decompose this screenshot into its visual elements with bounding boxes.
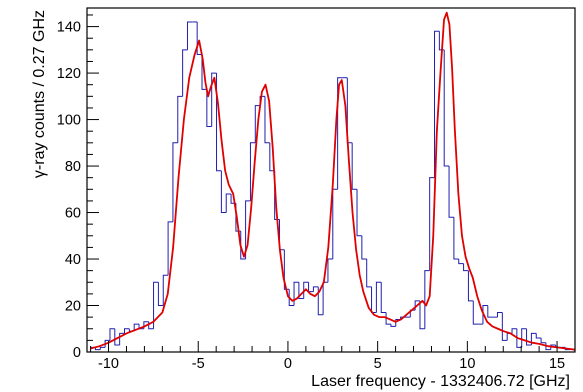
histogram-bin (424, 270, 430, 329)
histogram-bin (162, 274, 169, 306)
histogram-bin (109, 328, 115, 341)
histogram-bin (269, 142, 275, 172)
histogram-bin (443, 49, 450, 167)
histogram-bin (206, 89, 212, 128)
x-tick-label: -5 (192, 356, 205, 372)
histogram-bin (550, 344, 556, 350)
histogram-bin (186, 21, 193, 50)
histogram-bin (467, 270, 474, 302)
x-tick-label: 0 (284, 356, 292, 372)
histogram-bin (487, 305, 493, 318)
histogram-bin (283, 249, 290, 290)
histogram-bin (482, 305, 488, 325)
histogram-bin (496, 311, 503, 318)
histogram-bin (535, 333, 542, 339)
histogram-bin (249, 142, 256, 201)
histogram-bin (133, 323, 140, 332)
y-axis-title: γ-ray counts / 0.27 GHz (31, 10, 48, 178)
histogram-bin (216, 73, 222, 172)
histogram-bin (288, 289, 295, 307)
histogram-bin (211, 72, 217, 127)
histogram-bin (458, 259, 464, 265)
histogram-bin (245, 200, 251, 260)
histogram-bin (182, 49, 188, 97)
histogram-bin (254, 105, 261, 143)
histogram-bin (201, 54, 207, 90)
y-tick-label: 140 (57, 20, 81, 36)
histogram-bin (172, 142, 178, 222)
y-tick-label: 0 (73, 345, 81, 361)
histogram-bin (463, 263, 469, 272)
histogram-bin (453, 217, 459, 260)
histogram-bin (322, 281, 328, 315)
histogram-bin (337, 77, 343, 190)
histogram-bin (317, 286, 324, 316)
fit-curve (90, 11, 576, 351)
histogram-bin (327, 258, 333, 283)
histogram-bin (332, 188, 338, 260)
histogram-bin (409, 309, 416, 318)
histogram-bin (530, 332, 537, 346)
y-tick-label: 120 (57, 66, 81, 82)
histogram-bin (361, 235, 367, 260)
histogram-bin (375, 281, 382, 313)
histogram-bin (472, 300, 479, 325)
y-tick-label: 100 (57, 113, 81, 129)
y-tick-label: 60 (65, 206, 81, 222)
histogram-bin (371, 286, 377, 313)
histogram-bin (220, 170, 227, 214)
histogram-bin (99, 346, 106, 350)
y-tick-label: 40 (65, 252, 81, 268)
histogram-bin (429, 177, 435, 271)
histogram-bin (448, 166, 454, 218)
histogram-bin (196, 21, 203, 55)
histogram-bin (390, 324, 396, 327)
histogram-bin (366, 259, 372, 288)
histogram-bin (540, 338, 546, 344)
histogram-bin (167, 221, 173, 276)
histogram-bin (419, 300, 425, 330)
histogram-bin (501, 312, 508, 341)
x-tick-label: 15 (549, 356, 565, 372)
histogram-bin (123, 328, 130, 334)
histogram-bin (303, 281, 309, 299)
x-tick-label: 5 (374, 356, 382, 372)
y-tick-label: 80 (65, 159, 81, 175)
histogram-bin (511, 328, 517, 334)
histogram-bin (526, 328, 532, 346)
histogram-bin (312, 286, 319, 292)
x-tick-label: -10 (98, 356, 119, 372)
histogram-bin (225, 193, 232, 213)
histogram-bin (153, 281, 159, 329)
histogram-bin (521, 328, 527, 348)
histogram-bin (119, 332, 125, 346)
histogram-bin (380, 282, 387, 313)
histogram-bin (177, 95, 183, 143)
x-axis-title: Laser frequency - 1332406.72 [GHz] (311, 373, 570, 390)
histogram-bin (346, 77, 353, 144)
histogram-bin (240, 231, 246, 260)
histogram-bin (293, 281, 299, 306)
histogram-bin (516, 328, 522, 348)
histogram-bin (385, 312, 391, 325)
x-tick-label: 10 (459, 356, 475, 372)
histogram-bin (434, 30, 440, 178)
histogram-bin (308, 282, 314, 293)
plot-frame (86, 7, 576, 353)
histogram-bin (356, 189, 362, 237)
histogram-bin (351, 142, 358, 190)
histogram-bin (157, 282, 164, 307)
y-tick-label: 20 (65, 299, 81, 315)
histogram-bin (264, 96, 270, 144)
histogram-bin (114, 328, 120, 346)
histogram-bin (298, 282, 304, 300)
histogram-bin (104, 339, 110, 348)
